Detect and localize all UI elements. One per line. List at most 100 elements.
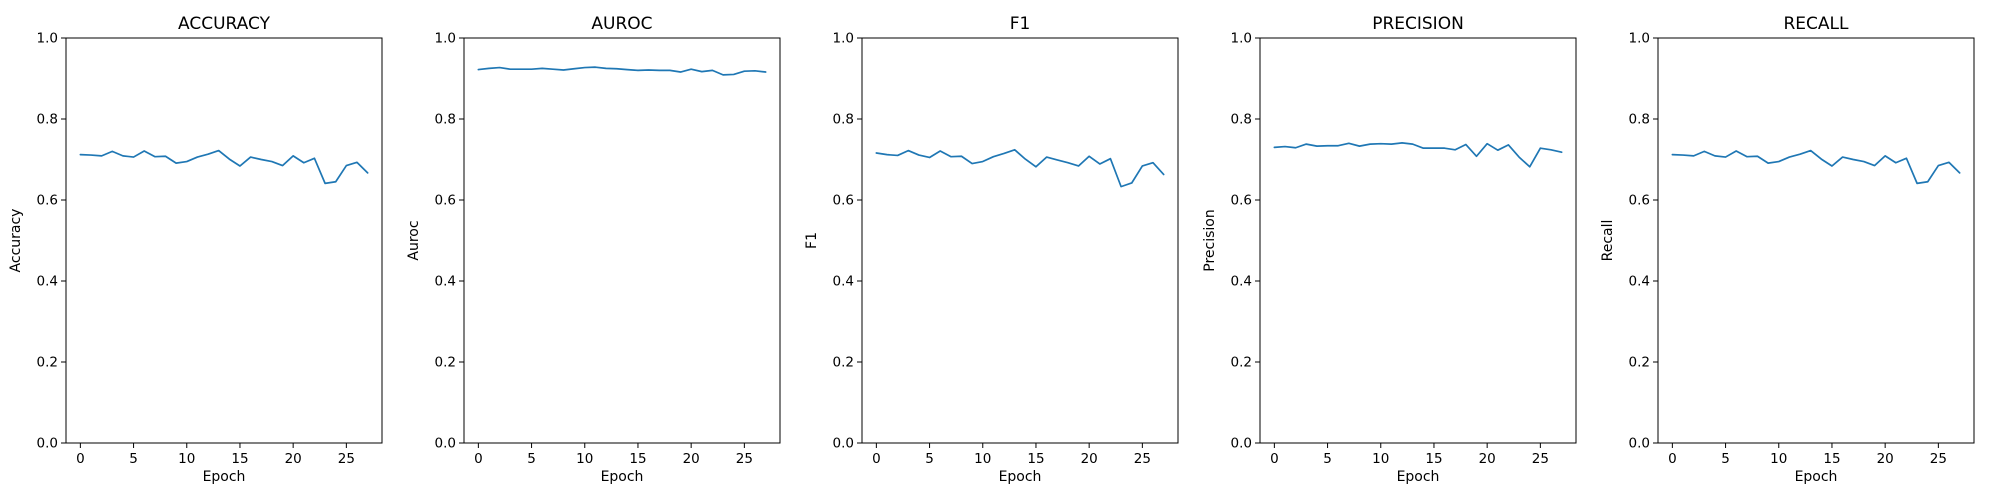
plot-frame (65, 37, 383, 444)
x-tick-label: 15 (231, 451, 248, 467)
chart-title: ACCURACY (178, 14, 271, 34)
x-tick-label: 5 (925, 451, 934, 467)
data-point (1560, 151, 1562, 153)
data-point (1863, 160, 1865, 162)
data-point (1348, 142, 1350, 144)
data-point (1358, 145, 1360, 147)
data-point (1539, 147, 1541, 149)
data-point (324, 182, 326, 184)
data-point (875, 152, 877, 154)
data-point (1809, 149, 1811, 151)
data-point (217, 149, 219, 151)
x-tick-label: 15 (629, 451, 646, 467)
data-point (1735, 150, 1737, 152)
data-point (1045, 156, 1047, 158)
data-point (249, 156, 251, 158)
data-point (541, 67, 543, 69)
data-point (733, 73, 735, 75)
data-point (960, 155, 962, 157)
y-tick-label: 0.0 (37, 436, 58, 452)
data-point (886, 153, 888, 155)
data-point (345, 164, 347, 166)
x-tick-label: 15 (1823, 451, 1840, 467)
data-point (1884, 155, 1886, 157)
y-tick-label: 0.2 (1231, 355, 1252, 371)
data-point (1141, 165, 1143, 167)
data-point (1013, 149, 1015, 151)
plot-frame (861, 37, 1179, 444)
data-point (928, 156, 930, 158)
y-tick-label: 0.2 (37, 355, 58, 371)
data-point (366, 172, 368, 174)
data-point (356, 161, 358, 163)
data-point (1337, 145, 1339, 147)
data-point (498, 66, 500, 68)
y-tick-label: 0.2 (435, 355, 456, 371)
data-point (1273, 146, 1275, 148)
data-point (594, 66, 596, 68)
data-point (1326, 145, 1328, 147)
data-point (207, 153, 209, 155)
data-point (90, 154, 92, 156)
data-point (679, 71, 681, 73)
x-tick-label: 20 (683, 451, 700, 467)
y-tick-label: 0.8 (37, 112, 58, 128)
x-tick-label: 10 (974, 451, 991, 467)
y-tick-label: 0.2 (833, 355, 854, 371)
data-point (690, 68, 692, 70)
y-axis-label: Auroc (406, 220, 422, 260)
data-point (1778, 160, 1780, 162)
x-tick-label: 0 (474, 451, 483, 467)
data-point (509, 68, 511, 70)
series-line (1671, 149, 1961, 185)
data-point (143, 150, 145, 152)
y-tick-label: 1.0 (37, 31, 58, 47)
data-point (111, 150, 113, 152)
x-axis-label: Epoch (1397, 469, 1440, 485)
data-point (658, 69, 660, 71)
data-point (1905, 157, 1907, 159)
data-point (1433, 147, 1435, 149)
plot-frame (1657, 37, 1975, 444)
data-point (1316, 145, 1318, 147)
data-point (982, 160, 984, 162)
data-point (186, 160, 188, 162)
data-point (335, 181, 337, 183)
data-point (175, 162, 177, 164)
data-point (1475, 155, 1477, 157)
data-point (1088, 155, 1090, 157)
y-tick-label: 0.0 (1231, 436, 1252, 452)
data-point (1873, 164, 1875, 166)
y-tick-label: 0.6 (435, 193, 456, 209)
data-point (907, 149, 909, 151)
data-point (1746, 155, 1748, 157)
data-point (637, 69, 639, 71)
data-point (1162, 173, 1164, 175)
data-point (1692, 155, 1694, 157)
data-point (164, 155, 166, 157)
chart-panel-accuracy: ACCURACY 0 5 10 15 20 25 0.0 0.2 0.4 0.6 0.8 1.0 Epoc… (8, 14, 383, 485)
x-tick-label: 5 (527, 451, 536, 467)
data-point (1507, 144, 1509, 146)
y-tick-label: 0.4 (37, 274, 58, 290)
data-point (1099, 163, 1101, 165)
data-point (711, 69, 713, 71)
x-axis-label: Epoch (999, 469, 1042, 485)
x-tick-label: 10 (576, 451, 593, 467)
x-tick-label: 20 (1479, 451, 1496, 467)
data-point (1937, 164, 1939, 166)
x-tick-label: 0 (872, 451, 881, 467)
data-point (1916, 182, 1918, 184)
data-point (1056, 159, 1058, 161)
y-tick-label: 0.4 (435, 274, 456, 290)
chart-title: AUROC (591, 14, 652, 34)
data-point (1305, 143, 1307, 145)
data-point (1486, 143, 1488, 145)
x-tick-label: 25 (1930, 451, 1947, 467)
x-tick-label: 10 (1372, 451, 1389, 467)
data-point (132, 156, 134, 158)
x-tick-label: 25 (736, 451, 753, 467)
data-point (1077, 165, 1079, 167)
series-line (79, 149, 369, 185)
data-point (992, 155, 994, 157)
